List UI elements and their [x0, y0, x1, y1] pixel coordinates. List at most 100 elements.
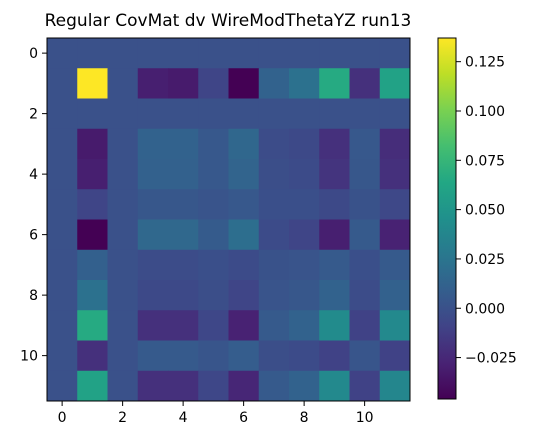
heatmap-cell [107, 38, 139, 69]
colorbar-tick-label: −0.025 [465, 351, 517, 367]
heatmap-cell [258, 340, 290, 372]
heatmap-cell [77, 340, 108, 372]
heatmap-cell [349, 98, 381, 130]
heatmap-cell [289, 249, 320, 281]
heatmap-cell [168, 310, 199, 341]
heatmap-cell [137, 189, 169, 220]
heatmap-cell [198, 98, 229, 130]
heatmap-cell [258, 159, 290, 190]
heatmap-cell [77, 128, 108, 160]
heatmap-cell [349, 340, 381, 372]
x-tick-label: 8 [300, 410, 309, 426]
heatmap-cell [168, 68, 199, 99]
heatmap-cell [349, 128, 381, 160]
heatmap-cell [137, 280, 169, 311]
heatmap-cell [168, 98, 199, 130]
heatmap-cells [47, 38, 411, 402]
heatmap-cell [168, 280, 199, 311]
heatmap-cell [349, 249, 381, 281]
heatmap-cell [289, 219, 320, 251]
heatmap-cell [379, 340, 411, 372]
heatmap-cell [107, 249, 139, 281]
x-tick-label: 10 [356, 410, 374, 426]
heatmap-cell [289, 128, 320, 160]
heatmap-cell [319, 310, 350, 341]
heatmap-cell [107, 128, 139, 160]
colorbar-tick-label: 0.000 [465, 301, 505, 317]
heatmap-cell [107, 159, 139, 190]
heatmap-cell [379, 68, 411, 99]
heatmap-cell [198, 310, 229, 341]
colorbar-tick-label: 0.100 [465, 104, 505, 120]
heatmap-cell [107, 340, 139, 372]
heatmap-cell [319, 219, 350, 251]
heatmap-cell [258, 38, 290, 69]
heatmap-cell [47, 340, 78, 372]
heatmap-cell [107, 68, 139, 99]
y-tick-label: 4 [29, 167, 38, 183]
heatmap-cell [107, 219, 139, 251]
heatmap-cell [349, 189, 381, 220]
heatmap-cell [228, 249, 260, 281]
heatmap-cell [107, 370, 139, 402]
heatmap-cell [258, 370, 290, 402]
heatmap-cell [289, 38, 320, 69]
colorbar-tick-label: 0.025 [465, 252, 505, 268]
heatmap-cell [319, 128, 350, 160]
heatmap-cell [47, 128, 78, 160]
heatmap-cell [198, 189, 229, 220]
heatmap-cell [228, 189, 260, 220]
y-tick-label: 6 [29, 228, 38, 244]
heatmap-cell [47, 249, 78, 281]
heatmap-cell [258, 280, 290, 311]
heatmap-cell [319, 98, 350, 130]
colorbar-tick-label: 0.075 [465, 153, 505, 169]
heatmap-cell [319, 340, 350, 372]
heatmap-cell [349, 68, 381, 99]
heatmap-cell [228, 370, 260, 402]
y-axis: 0 2 4 6 8 10 [20, 46, 47, 365]
heatmap-cell [198, 249, 229, 281]
heatmap-cell [47, 280, 78, 311]
heatmap-cell [137, 249, 169, 281]
heatmap-cell [289, 280, 320, 311]
heatmap-cell [379, 128, 411, 160]
heatmap-cell [107, 280, 139, 311]
heatmap-cell [379, 38, 411, 69]
heatmap-cell [228, 68, 260, 99]
heatmap-cell [168, 370, 199, 402]
heatmap-cell [107, 189, 139, 220]
heatmap-cell [379, 159, 411, 190]
heatmap-cell [107, 310, 139, 341]
heatmap-cell [168, 128, 199, 160]
heatmap-cell [77, 68, 108, 99]
heatmap-cell [349, 159, 381, 190]
heatmap-cell [77, 159, 108, 190]
colorbar-tick-label: 0.125 [465, 55, 505, 71]
heatmap-cell [379, 189, 411, 220]
heatmap-cell [47, 370, 78, 402]
heatmap-cell [349, 310, 381, 341]
heatmap-cell [349, 370, 381, 402]
heatmap-cell [319, 38, 350, 69]
heatmap-cell [168, 340, 199, 372]
heatmap-cell [47, 310, 78, 341]
heatmap-cell [198, 68, 229, 99]
chart-title: Regular CovMat dv WireModThetaYZ run13 [45, 11, 412, 31]
heatmap-cell [228, 128, 260, 160]
heatmap-cell [289, 189, 320, 220]
heatmap-cell [349, 219, 381, 251]
colorbar [437, 37, 457, 400]
y-tick-label: 10 [20, 349, 38, 365]
heatmap-cell [77, 249, 108, 281]
heatmap-cell [137, 159, 169, 190]
heatmap-cell [47, 189, 78, 220]
x-tick-label: 4 [179, 410, 188, 426]
heatmap-cell [258, 68, 290, 99]
heatmap-cell [289, 370, 320, 402]
heatmap-cell [379, 98, 411, 130]
heatmap-cell [228, 38, 260, 69]
heatmap-cell [379, 249, 411, 281]
heatmap-cell [258, 98, 290, 130]
y-tick-label: 8 [29, 288, 38, 304]
